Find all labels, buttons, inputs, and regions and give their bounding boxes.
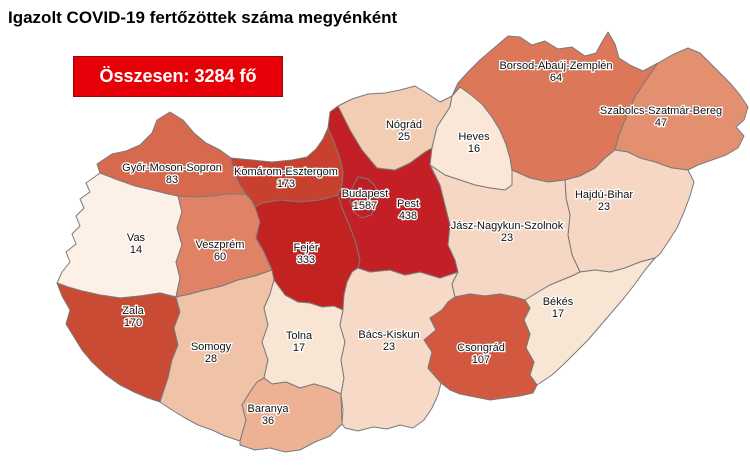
county-label-gyor_moson_sopron: Győr-Moson-Sopron bbox=[122, 162, 222, 174]
county-label-jasz: Jász-Nagykun-Szolnok bbox=[451, 220, 564, 232]
county-value-zala: 170 bbox=[124, 317, 142, 329]
county-value-heves: 16 bbox=[468, 143, 480, 155]
county-bekes[interactable] bbox=[523, 257, 656, 386]
county-value-somogy: 28 bbox=[205, 353, 217, 365]
county-label-pest: Pest bbox=[397, 198, 419, 210]
county-value-bekes: 17 bbox=[552, 308, 564, 320]
county-label-komarom_esztergom: Komárom-Esztergom bbox=[234, 166, 338, 178]
county-value-baranya: 36 bbox=[262, 415, 274, 427]
county-label-bacs_kiskun: Bács-Kiskun bbox=[358, 329, 419, 341]
county-shapes-layer bbox=[56, 31, 749, 453]
county-labels-layer: Győr-Moson-Sopron83Vas14Zala170Veszprém6… bbox=[121, 59, 724, 429]
county-label-somogy: Somogy bbox=[191, 341, 232, 353]
county-label-vas: Vas bbox=[127, 232, 146, 244]
county-value-jasz: 23 bbox=[501, 232, 513, 244]
total-infections-label: Összesen: 3284 fő bbox=[99, 66, 257, 86]
county-label-fejer: Fejér bbox=[293, 242, 318, 254]
county-budapest[interactable] bbox=[349, 176, 380, 219]
county-value-veszprem: 60 bbox=[214, 251, 226, 263]
county-value-borsod: 64 bbox=[550, 72, 562, 84]
county-label-hajdu_bihar: Hajdú-Bihar bbox=[575, 189, 633, 201]
county-label-csongrad: Csongrád bbox=[457, 342, 505, 354]
county-label-veszprem: Veszprém bbox=[196, 239, 245, 251]
county-label-tolna: Tolna bbox=[286, 330, 313, 342]
county-value-pest: 438 bbox=[399, 210, 417, 222]
county-value-komarom_esztergom: 173 bbox=[277, 178, 295, 190]
county-value-hajdu_bihar: 23 bbox=[598, 201, 610, 213]
total-infections-badge: Összesen: 3284 fő bbox=[73, 56, 283, 97]
county-value-bacs_kiskun: 23 bbox=[383, 341, 395, 353]
county-value-csongrad: 107 bbox=[472, 354, 490, 366]
county-baranya[interactable] bbox=[239, 377, 343, 453]
county-value-nograd: 25 bbox=[398, 131, 410, 143]
county-label-heves: Heves bbox=[458, 131, 490, 143]
county-value-tolna: 17 bbox=[293, 342, 305, 354]
county-value-budapest: 1587 bbox=[353, 200, 377, 212]
county-value-gyor_moson_sopron: 83 bbox=[166, 174, 178, 186]
page-title: Igazolt COVID-19 fertőzöttek száma megyé… bbox=[8, 8, 398, 27]
county-label-borsod: Borsod-Abaúj-Zemplén bbox=[499, 60, 612, 72]
county-szabolcs[interactable] bbox=[614, 47, 749, 171]
county-label-nograd: Nógrád bbox=[386, 119, 422, 131]
county-zala[interactable] bbox=[56, 282, 181, 403]
county-label-szabolcs: Szabolcs-Szatmár-Bereg bbox=[600, 105, 722, 117]
county-label-baranya: Baranya bbox=[248, 403, 290, 415]
county-value-vas: 14 bbox=[130, 244, 142, 256]
county-label-bekes: Békés bbox=[543, 296, 574, 308]
county-value-szabolcs: 47 bbox=[655, 117, 667, 129]
county-label-zala: Zala bbox=[122, 305, 144, 317]
county-value-fejer: 333 bbox=[297, 254, 315, 266]
county-csongrad[interactable] bbox=[423, 293, 538, 401]
county-label-budapest: Budapest bbox=[342, 188, 388, 200]
